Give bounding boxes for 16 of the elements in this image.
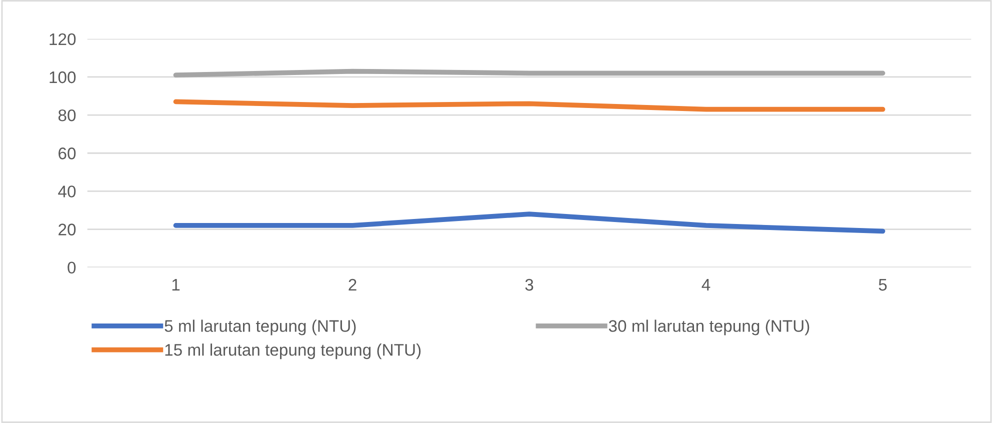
legend-label: 5 ml larutan tepung (NTU) — [164, 320, 356, 336]
x-tick-label: 1 — [172, 279, 180, 291]
y-tick-label: 20 — [58, 224, 76, 236]
legend-label: 30 ml larutan tepung (NTU) — [608, 320, 810, 336]
y-tick-label: 80 — [58, 109, 76, 122]
y-tick-label: 60 — [58, 148, 76, 160]
y-tick-label: 120 — [50, 33, 76, 46]
y-tick-label: 100 — [50, 71, 76, 84]
y-tick-label: 0 — [68, 262, 76, 274]
line-series — [173, 99, 886, 112]
x-tick-label: 5 — [878, 279, 887, 291]
legend-label: 15 ml larutan tepung tepung (NTU) — [165, 344, 421, 360]
x-tick-label: 3 — [525, 278, 534, 291]
y-tick-label: 40 — [58, 186, 76, 198]
x-tick-label: 4 — [702, 279, 710, 291]
x-tick-label: 2 — [348, 278, 356, 291]
